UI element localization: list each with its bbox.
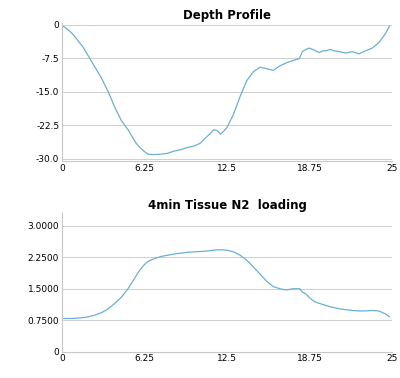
Title: Depth Profile: Depth Profile	[183, 9, 271, 22]
Title: 4min Tissue N2  loading: 4min Tissue N2 loading	[148, 199, 306, 212]
